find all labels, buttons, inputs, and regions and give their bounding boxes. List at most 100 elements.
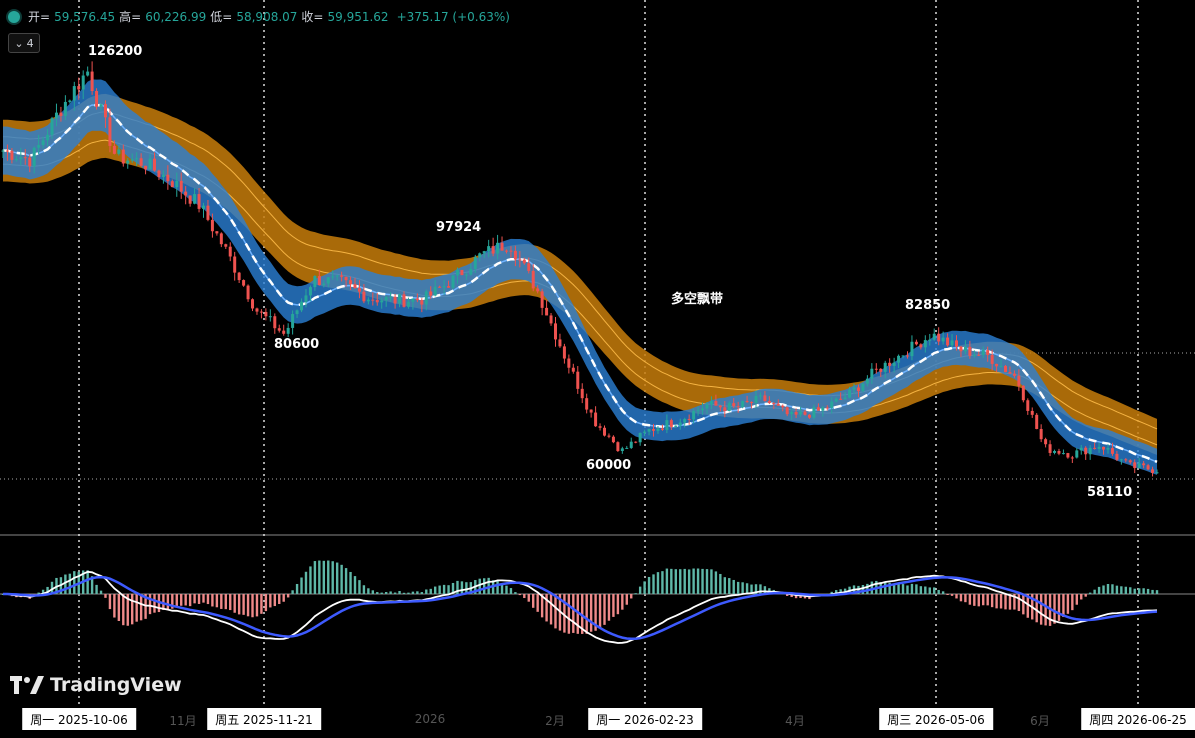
candle-body (219, 233, 223, 245)
macd-histogram-bar (1115, 585, 1119, 594)
candle-body (888, 362, 892, 366)
candle-body (861, 383, 865, 392)
candle-body (914, 341, 918, 345)
candle-body (660, 428, 664, 430)
candle-body (152, 158, 156, 171)
candle-body (210, 219, 214, 232)
macd-histogram-bar (585, 594, 588, 634)
axis-tick-2026: 2026 (414, 712, 446, 726)
candle-body (754, 395, 758, 403)
macd-histogram-bar (505, 585, 508, 594)
candle-body (304, 295, 308, 302)
macd-histogram-bar (995, 594, 998, 609)
price-annotation: 80600 (274, 337, 319, 352)
candle-body (522, 259, 526, 264)
macd-histogram-bar (197, 594, 201, 604)
candle-body (438, 286, 442, 288)
candle-body (50, 118, 54, 135)
macd-histogram-bar (420, 592, 424, 594)
macd-histogram-bar (384, 591, 388, 594)
macd-histogram-bar (131, 594, 134, 625)
macd-histogram-bar (1102, 585, 1105, 594)
macd-histogram-bar (64, 574, 67, 594)
macd-histogram-bar (353, 576, 357, 594)
candle-body (705, 404, 709, 409)
candle-body (77, 86, 81, 90)
macd-histogram-bar (1106, 584, 1110, 594)
axis-tick-jun: 6月 (1030, 714, 1050, 728)
candle-body (977, 354, 981, 356)
candle-body (701, 408, 705, 411)
candle-body (242, 280, 246, 286)
candle-body (371, 299, 375, 301)
candle-body (553, 323, 557, 340)
macd-histogram-bar (719, 573, 722, 594)
candle-body (482, 251, 486, 254)
candle-body (767, 401, 771, 404)
candle-body (384, 296, 388, 301)
macd-histogram-bar (1093, 589, 1096, 594)
indicator-collapse-button[interactable]: ⌄ 4 (8, 33, 40, 53)
candle-body (451, 275, 455, 288)
macd-histogram-bar (670, 568, 673, 594)
candle-body (545, 307, 549, 316)
candle-body (1102, 446, 1106, 450)
candle-body (732, 403, 736, 407)
candle-body (549, 315, 553, 324)
macd-histogram-bar (1062, 594, 1065, 618)
candle-body (433, 286, 437, 296)
macd-histogram-bar (500, 583, 504, 594)
macd-histogram-bar (897, 583, 900, 594)
candle-body (1119, 459, 1123, 461)
macd-histogram-bar (652, 574, 655, 594)
candle-body (647, 429, 651, 432)
candle-body (184, 191, 188, 196)
candle-body (54, 112, 58, 119)
macd-histogram-bar (86, 570, 89, 594)
candle-body (589, 409, 593, 413)
candle-body (420, 300, 424, 305)
blue-ribbon-band (3, 79, 1157, 475)
macd-histogram-bar (1071, 594, 1074, 611)
candle-body (848, 389, 852, 398)
axis-tick-nov: 11月 (169, 714, 197, 728)
candle-body (1012, 373, 1016, 376)
candle-body (910, 341, 914, 357)
macd-histogram-bar (638, 586, 642, 594)
candle-body (37, 144, 41, 148)
macd-histogram-bar (594, 594, 597, 631)
candle-body (1142, 463, 1146, 466)
macd-histogram-bar (710, 569, 713, 594)
candle-body (496, 242, 500, 254)
candle-body (188, 195, 192, 204)
candle-body (504, 250, 508, 252)
candle-body (32, 147, 36, 167)
macd-histogram-bar (1088, 592, 1092, 594)
candle-body (473, 257, 477, 269)
candle-body (799, 411, 803, 415)
macd-histogram-bar (273, 594, 276, 607)
macd-histogram-bar (95, 584, 98, 594)
macd-histogram-bar (255, 594, 259, 617)
candle-body (103, 104, 107, 118)
macd-histogram-bar (269, 594, 272, 608)
macd-histogram-bar (425, 589, 428, 594)
macd-histogram-bar (986, 594, 989, 606)
candle-body (1039, 428, 1043, 440)
candle-body (968, 346, 972, 356)
candle-body (99, 104, 103, 107)
candle-body (1128, 460, 1132, 463)
candle-body (513, 250, 517, 260)
macd-histogram-bar (959, 594, 963, 602)
macd-histogram-bar (937, 589, 940, 594)
candle-body (1017, 375, 1021, 386)
candle-body (282, 330, 286, 334)
macd-histogram-bar (612, 594, 615, 617)
logo-text: TradingView (50, 674, 182, 696)
candle-body (1008, 372, 1012, 374)
candle-body (1, 150, 5, 152)
candle-body (652, 429, 656, 431)
macd-histogram-bar (634, 593, 637, 595)
